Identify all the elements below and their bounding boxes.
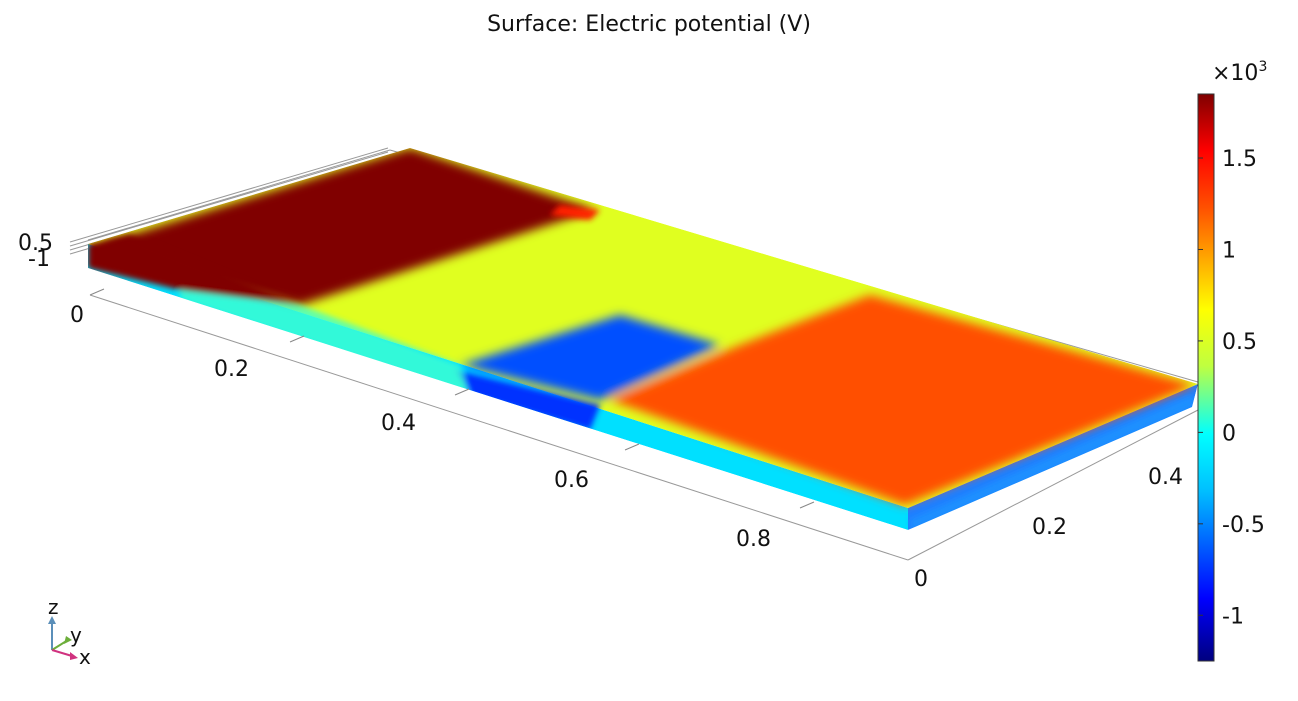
axis-triad: z y x (48, 595, 91, 669)
triad-x-label: x (79, 645, 91, 669)
x-tick-marks (89, 288, 815, 509)
z-tick-label-neg1: -1 (28, 247, 50, 272)
potential-surface (88, 148, 1198, 530)
colorbar-ticks: 1.5 1 0.5 0 -0.5 -1 (1198, 147, 1265, 629)
colorbar-tick-label: 0 (1222, 421, 1236, 446)
triad-z-label: z (48, 595, 59, 619)
chart-title: Surface: Electric potential (V) (487, 12, 811, 37)
colorbar-tick-label: -0.5 (1222, 513, 1265, 538)
z-tick-label-0.5: 0.5 (18, 231, 53, 256)
triad-x-arrow (51, 649, 73, 657)
x-tick-label-0.6: 0.6 (554, 468, 589, 493)
colorbar: ×103 1.5 1 0.5 0 -0.5 -1 (1197, 59, 1267, 662)
top-red-glint (550, 205, 600, 220)
y-tick-label-0.4: 0.4 (1148, 465, 1183, 490)
colorbar-multiplier: ×103 (1212, 59, 1267, 86)
center-low-region (460, 315, 720, 400)
triad-y-label: y (70, 623, 82, 647)
colorbar-gradient (1197, 93, 1215, 662)
x-tick-label-0.8: 0.8 (736, 527, 771, 552)
lower-right-region (610, 295, 1195, 505)
x-tick-label-0.2: 0.2 (214, 357, 249, 382)
y-tick-label-0.2: 0.2 (1032, 515, 1067, 540)
x-tick-label-0: 0 (70, 303, 84, 328)
colorbar-tick-label: 1.5 (1222, 147, 1257, 172)
upper-left-front-edge (88, 235, 300, 305)
center-low-front (455, 370, 600, 430)
y-tick-label-0: 0 (914, 567, 928, 592)
right-edge-blue (910, 395, 1195, 530)
upper-left-region (100, 148, 595, 305)
x-tick-label-0.4: 0.4 (381, 411, 416, 436)
colorbar-tick-label: 1 (1222, 238, 1236, 263)
colorbar-tick-label: -1 (1222, 604, 1244, 629)
colorbar-tick-label: 0.5 (1222, 330, 1257, 355)
